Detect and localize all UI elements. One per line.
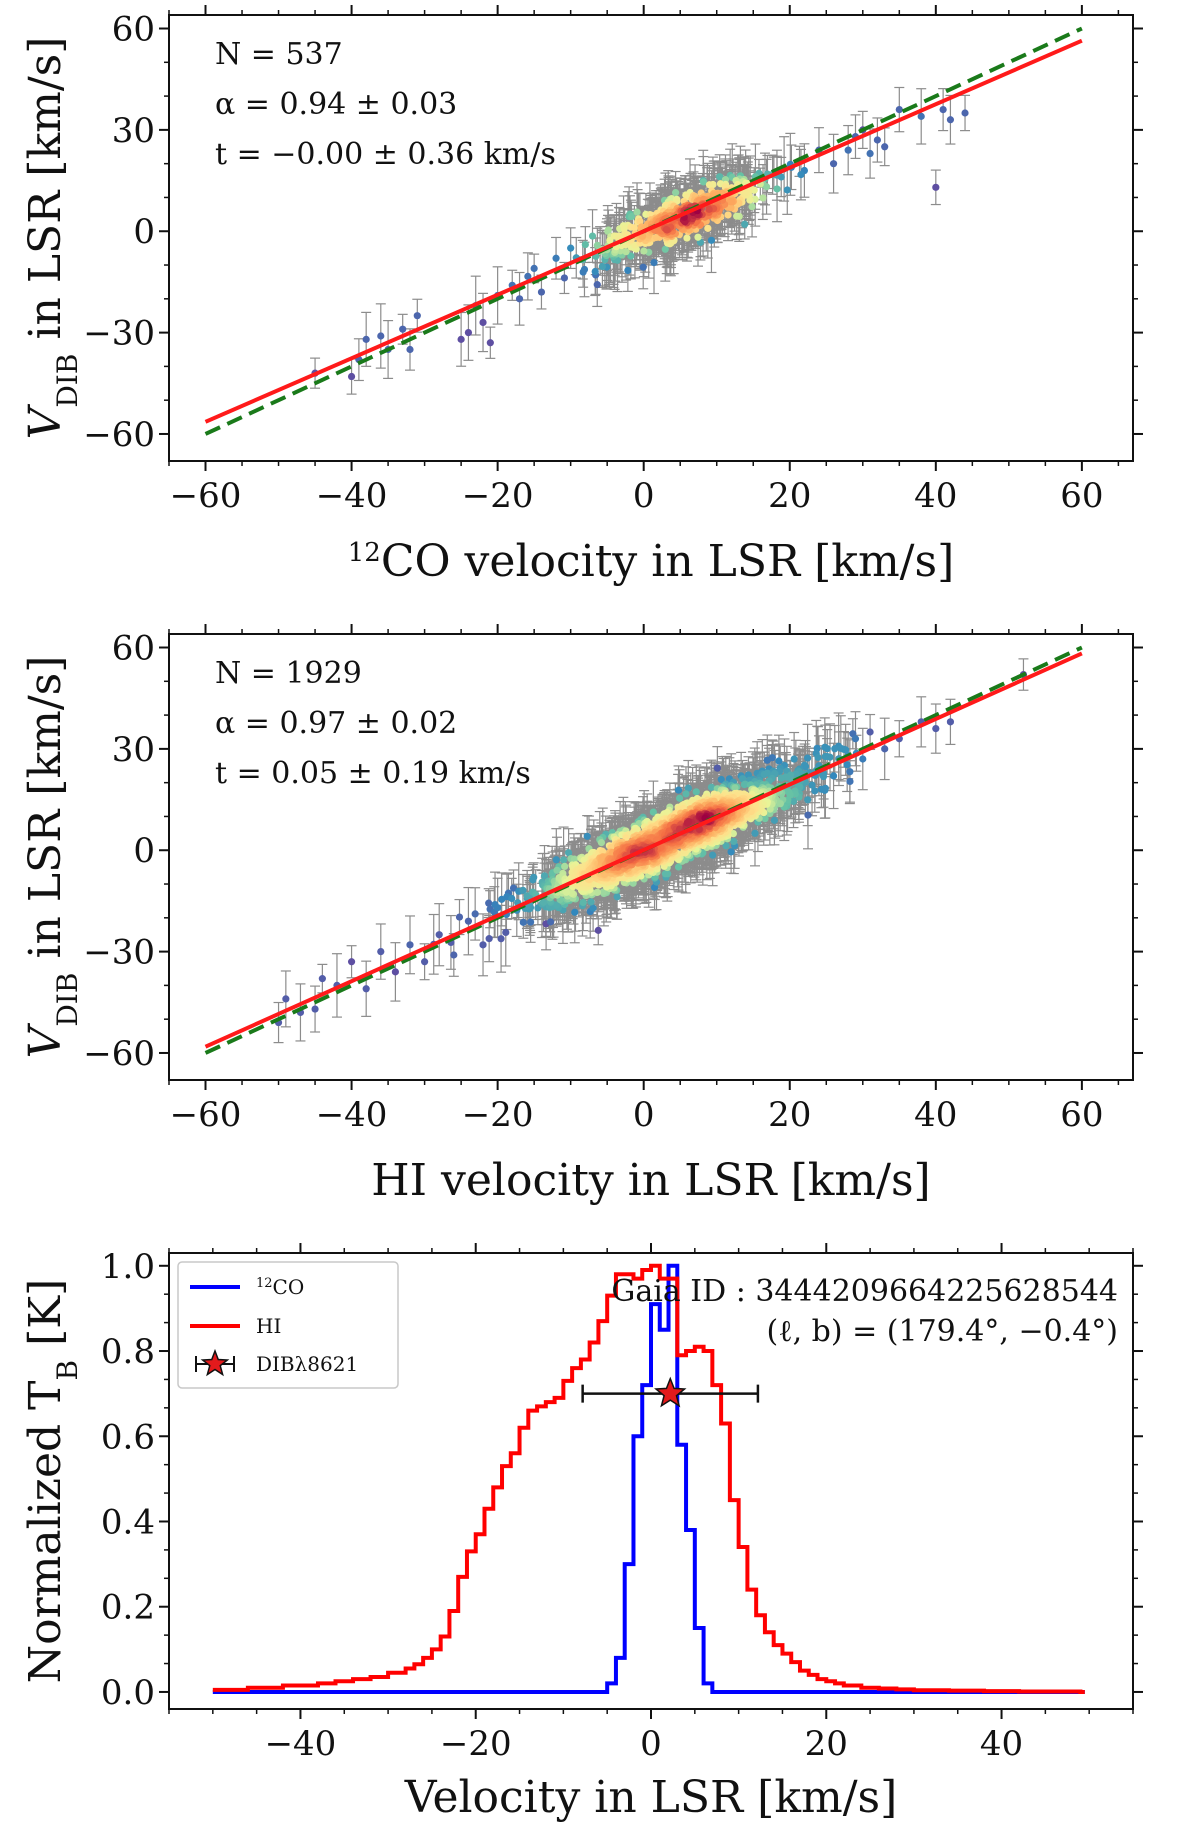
top-data-point: [751, 195, 759, 203]
top-data-point: [683, 234, 691, 242]
top-data-point: [650, 258, 658, 267]
top-data-point: [593, 241, 601, 250]
top-data-point: [524, 272, 532, 281]
top-data-point: [639, 263, 647, 271]
top-data-point: [479, 318, 487, 327]
top-data-point: [895, 106, 903, 114]
top-data-point: [663, 226, 671, 234]
top-data-point: [783, 186, 791, 194]
top-plot-frame: [168, 14, 1134, 462]
top-data-point: [917, 112, 925, 120]
top-x-tick-label: −20: [462, 476, 534, 516]
top-data-point: [581, 240, 589, 249]
top-data-point: [873, 136, 881, 144]
top-data-point: [630, 224, 639, 232]
top-x-tick-label: 60: [1060, 476, 1103, 516]
top-data-point: [759, 194, 767, 202]
top-data-point: [724, 211, 732, 219]
top-data-point: [377, 332, 385, 340]
top-data-point: [598, 262, 606, 271]
top-data-point: [733, 212, 741, 220]
top-data-point: [961, 109, 969, 117]
top-x-tick-label: 0: [633, 476, 655, 516]
top-data-point: [588, 232, 597, 240]
top-x-tick-label: −60: [170, 476, 242, 516]
top-y-tick-label: −30: [83, 314, 155, 354]
top-data-point: [593, 281, 601, 289]
top-data-point: [716, 173, 724, 181]
top-data-point: [829, 160, 838, 168]
top-data-point: [579, 268, 587, 276]
top-axis-ticks: −60 −40 −20 0 20 40 60 −60 −30 0 30 60: [83, 5, 1143, 516]
top-data-point: [606, 236, 614, 245]
top-x-tick-label: 40: [914, 476, 957, 516]
top-data-point: [932, 183, 940, 191]
top-data-point: [652, 233, 660, 242]
top-data-point: [762, 183, 771, 191]
top-y-axis-label: VDIB in LSR [km/s]: [20, 37, 84, 440]
top-data-point: [560, 274, 569, 282]
top-y-tick-label: 30: [112, 111, 155, 151]
top-data-point: [567, 244, 575, 252]
top-annotation-t: t = −0.00 ± 0.36 km/s: [215, 137, 556, 172]
top-data-point: [537, 288, 546, 296]
top-data-point: [728, 198, 736, 206]
top-data-point: [694, 233, 702, 241]
top-data-point: [705, 205, 713, 213]
top-data-point: [552, 254, 560, 262]
top-annotation-alpha: α = 0.94 ± 0.03: [215, 87, 457, 122]
top-data-point: [515, 295, 524, 303]
top-data-point: [362, 335, 370, 343]
top-data-point: [699, 178, 708, 186]
top-data-point: [773, 185, 781, 193]
top-data-point: [627, 252, 635, 260]
top-data-point: [624, 266, 632, 275]
top-fit-line: [204, 38, 1083, 424]
top-x-tick-label: 20: [768, 476, 811, 516]
top-data-point: [622, 248, 630, 256]
top-data-point: [661, 245, 669, 253]
top-data-point: [604, 226, 612, 234]
top-data-point: [627, 212, 636, 221]
top-data-point: [591, 267, 599, 276]
top-scatter-panel: −60 −40 −20 0 20 40 60 −60 −30 0 30 60 N = 537 α = …: [20, 5, 1143, 587]
top-data-point: [741, 220, 749, 228]
top-data-point: [705, 181, 714, 189]
top-data-point: [735, 199, 743, 207]
top-data-point: [748, 203, 756, 211]
top-data-point: [707, 236, 716, 244]
top-data-point: [742, 188, 750, 197]
top-plot-area: [204, 26, 1083, 436]
top-data-point: [457, 335, 465, 343]
top-data-point: [640, 247, 648, 255]
top-data-point: [946, 116, 955, 124]
top-data-point: [704, 224, 712, 232]
top-data-point: [413, 312, 421, 320]
top-annotation-n: N = 537: [215, 37, 343, 72]
top-data-point: [347, 372, 356, 381]
top-data-point: [633, 208, 641, 216]
top-data-point: [939, 106, 947, 114]
top-y-tick-label: 60: [112, 10, 155, 50]
top-data-point: [406, 345, 414, 354]
top-y-tick-label: −60: [83, 415, 155, 455]
top-data-point: [672, 189, 680, 197]
top-data-point: [881, 143, 889, 151]
top-data-point: [530, 264, 538, 273]
middle-plot-area: [204, 645, 1083, 1055]
top-data-point: [844, 146, 852, 154]
top-y-tick-label: 0: [133, 212, 155, 252]
top-data-point: [636, 217, 644, 226]
top-annotations: N = 537 α = 0.94 ± 0.03 t = −0.00 ± 0.36…: [215, 37, 556, 172]
top-data-point: [486, 339, 494, 347]
top-data-point: [797, 171, 805, 179]
top-data-point: [464, 329, 473, 337]
top-data-point: [866, 149, 874, 158]
top-x-tick-label: −40: [316, 476, 388, 516]
top-x-axis-label: 12CO velocity in LSR [km/s]: [348, 536, 955, 587]
top-data-point: [399, 325, 407, 333]
